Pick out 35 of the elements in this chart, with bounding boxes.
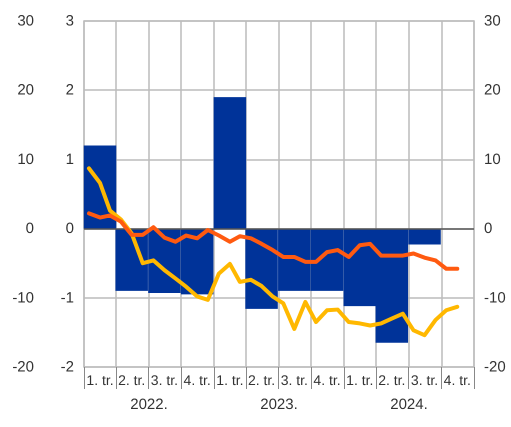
y2-tick-label: 3 <box>66 12 74 30</box>
x-tick-label: 4. tr. <box>184 372 211 388</box>
x-tick-label: 1. tr. <box>346 372 374 388</box>
line-series <box>86 211 460 271</box>
x-tick-label: 3. tr. <box>280 372 308 388</box>
x-tick-label: 1. tr. <box>216 372 244 388</box>
y3-tick-label: 30 <box>17 12 34 30</box>
y-tick-label: -20 <box>484 358 506 376</box>
x-tick-label: 4. tr. <box>313 372 341 388</box>
text: 2022. <box>130 396 168 413</box>
x-tick-label: 2. tr. <box>378 372 406 388</box>
y2-tick-label: -1 <box>60 289 74 306</box>
y3-tick-label: 20 <box>17 82 34 99</box>
text: 2024. <box>390 396 428 413</box>
y2-tick-label: 0 <box>66 220 74 238</box>
y-tick-label: 10 <box>484 150 501 168</box>
line-series <box>86 166 460 338</box>
y2-tick-label: 2 <box>66 82 74 99</box>
text: 2023. <box>260 396 298 413</box>
y-tick-label: 0 <box>484 220 492 238</box>
x-tick-label: 3. tr. <box>150 372 178 388</box>
y3-tick-label: -20 <box>12 358 34 376</box>
x-tick-label: 4. tr. <box>444 372 471 388</box>
x-tick-label: 3. tr. <box>410 372 438 388</box>
x-tick-label: 2. tr. <box>248 372 276 388</box>
y2-tick-label: -2 <box>60 358 74 376</box>
y3-tick-label: 10 <box>17 150 34 168</box>
y-tick-label: 20 <box>484 82 501 99</box>
y2-tick-label: 1 <box>66 150 74 168</box>
y3-tick-label: 0 <box>26 220 34 238</box>
x-tick-label: 2. tr. <box>118 372 146 388</box>
x-tick-label: 1. tr. <box>86 372 114 388</box>
y-tick-label: 30 <box>484 12 501 30</box>
y-tick-label: -10 <box>484 289 506 306</box>
y3-tick-label: -10 <box>12 289 34 306</box>
